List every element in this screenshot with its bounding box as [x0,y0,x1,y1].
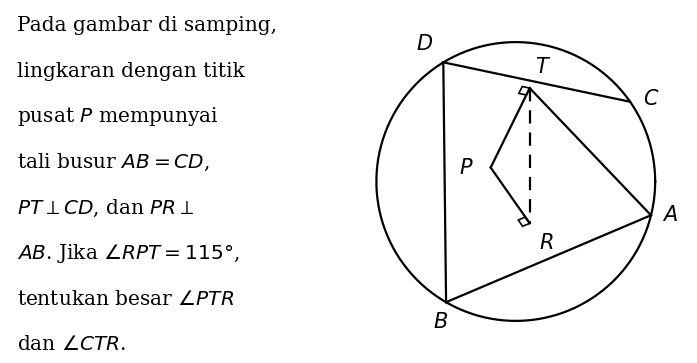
Text: $B$: $B$ [433,312,448,332]
Text: $T$: $T$ [535,57,551,77]
Text: $C$: $C$ [643,89,659,109]
Text: pusat $P$ mempunyai: pusat $P$ mempunyai [17,105,219,128]
Text: dan $\angle CTR$.: dan $\angle CTR$. [17,335,127,354]
Text: $PT \perp CD$, dan $PR \perp$: $PT \perp CD$, dan $PR \perp$ [17,197,195,219]
Text: tali busur $AB = CD$,: tali busur $AB = CD$, [17,152,210,173]
Text: $AB$. Jika $\angle RPT = 115°$,: $AB$. Jika $\angle RPT = 115°$, [17,242,240,265]
Text: tentukan besar $\angle PTR$: tentukan besar $\angle PTR$ [17,290,235,309]
Text: $A$: $A$ [662,205,678,225]
Text: $D$: $D$ [416,34,434,54]
Text: $R$: $R$ [539,233,554,253]
Text: lingkaran dengan titik: lingkaran dengan titik [17,62,245,81]
Text: $P$: $P$ [459,158,474,178]
Text: Pada gambar di samping,: Pada gambar di samping, [17,16,277,35]
